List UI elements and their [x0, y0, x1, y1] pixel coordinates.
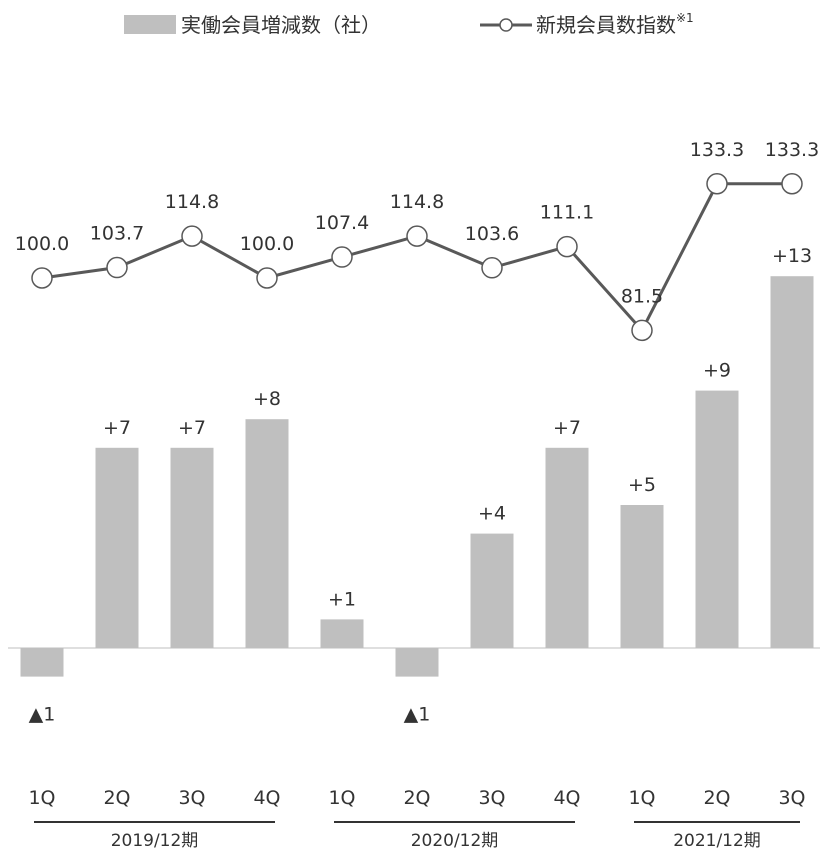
bar	[20, 648, 64, 677]
line-point	[331, 246, 353, 268]
line-value-label: 103.7	[90, 223, 144, 245]
line-point	[406, 225, 428, 247]
bar	[620, 505, 664, 648]
legend: 実働会員増減数（社） 新規会員数指数※1	[124, 11, 694, 37]
legend-line-label: 新規会員数指数	[536, 13, 676, 37]
line-value-label: 100.0	[15, 233, 69, 255]
x-tick-label: 1Q	[628, 787, 655, 809]
bar-value-label: +7	[103, 417, 131, 439]
x-tick-label: 1Q	[28, 787, 55, 809]
bar-value-label: ▲1	[404, 704, 431, 726]
bar	[395, 648, 439, 677]
line-point	[481, 257, 503, 279]
bar	[320, 619, 364, 648]
line-labels: 100.0 103.7 114.8 100.0 107.4 114.8 103.6 111.1…	[15, 139, 819, 308]
legend-line-marker	[499, 18, 513, 32]
bar-labels: ▲1 +7 +7 +8 +1 ▲1 +4 +7 +5 +9 +13	[29, 245, 812, 725]
x-tick-label: 3Q	[478, 787, 505, 809]
line-value-label: 103.6	[465, 223, 519, 245]
x-tick-label: 4Q	[553, 787, 580, 809]
bars	[20, 276, 814, 677]
line-point	[106, 256, 128, 279]
line-value-label: 107.4	[315, 212, 369, 234]
bar-value-label: ▲1	[29, 704, 56, 726]
year-group-label: 2019/12期	[111, 831, 199, 851]
x-tick-label: 3Q	[778, 787, 805, 809]
bar-value-label: +8	[253, 388, 281, 410]
bar	[695, 390, 739, 648]
line-point	[706, 173, 728, 195]
x-tick-label: 1Q	[328, 787, 355, 809]
bar-value-label: +13	[772, 245, 812, 267]
line-series	[31, 173, 803, 342]
bar-value-label: +4	[478, 503, 506, 525]
bar	[170, 447, 214, 648]
bar	[245, 419, 289, 648]
x-tick-label: 2Q	[703, 787, 730, 809]
line-value-label: 133.3	[690, 139, 744, 161]
year-group-label: 2021/12期	[673, 831, 761, 851]
bar	[545, 447, 589, 648]
x-tick-label: 4Q	[253, 787, 280, 809]
line-value-label: 133.3	[765, 139, 819, 161]
bar-value-label: +7	[178, 417, 206, 439]
x-tick-label: 3Q	[178, 787, 205, 809]
line-value-label: 81.5	[621, 285, 663, 307]
x-tick-label: 2Q	[103, 787, 130, 809]
line-value-label: 111.1	[540, 202, 594, 224]
line-point	[781, 173, 803, 195]
legend-line-superscript: ※1	[676, 11, 694, 25]
bar-value-label: +7	[553, 417, 581, 439]
line-point	[556, 235, 578, 258]
x-tick-label: 2Q	[403, 787, 430, 809]
legend-bar-label: 実働会員増減数（社）	[181, 13, 381, 37]
x-axis-ticks: 1Q 2Q 3Q 4Q 1Q 2Q 3Q 4Q 1Q 2Q 3Q	[28, 787, 805, 809]
bar	[770, 276, 814, 648]
year-groups: 2019/12期 2020/12期 2021/12期	[34, 821, 800, 851]
legend-line-label-wrap: 新規会員数指数※1	[536, 11, 694, 37]
legend-bar-swatch	[124, 15, 176, 34]
bar-value-label: +1	[328, 588, 356, 610]
bar-value-label: +5	[628, 474, 656, 496]
bar	[470, 533, 514, 648]
bar-value-label: +9	[703, 360, 731, 382]
line-value-label: 114.8	[390, 191, 444, 213]
line-point	[256, 267, 278, 289]
bar	[95, 447, 139, 648]
year-group-label: 2020/12期	[411, 831, 499, 851]
line-value-label: 114.8	[165, 191, 219, 213]
line-point	[31, 267, 53, 289]
line-point	[631, 319, 653, 342]
line-point	[181, 225, 203, 247]
line-value-label: 100.0	[240, 233, 294, 255]
